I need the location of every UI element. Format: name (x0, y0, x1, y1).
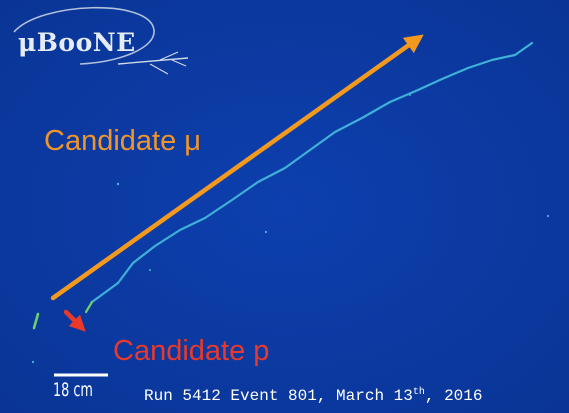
logo-swoosh-icon (13, 6, 189, 75)
event-info-prefix: Run 5412 Event 801, March 13 (144, 387, 413, 405)
event-info: Run 5412 Event 801, March 13th, 2016 (144, 387, 483, 405)
muon-track (90, 41, 534, 304)
event-info-year: , 2016 (424, 387, 483, 405)
scale-bar-label: 18 cm (53, 379, 93, 401)
muon-arrow (50, 34, 424, 301)
event-info-ordinal: th (412, 387, 425, 398)
vertex-hook (84, 300, 94, 314)
candidate-muon-label: Candidate μ (44, 125, 201, 157)
proton-arrow (63, 309, 86, 332)
proton-track (32, 312, 40, 330)
logo: μBooNE (18, 28, 136, 57)
candidate-proton-label: Candidate p (113, 335, 270, 367)
scattered-hits (31, 94, 550, 364)
